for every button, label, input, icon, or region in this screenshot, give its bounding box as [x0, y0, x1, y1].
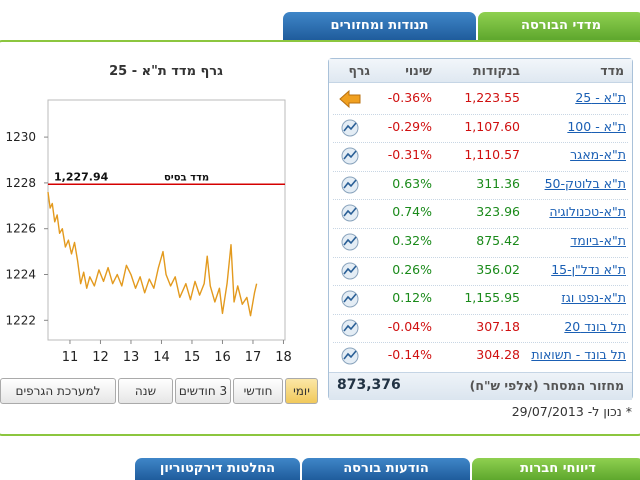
x-tick-label: 16 — [214, 350, 231, 365]
column-header: בנקודות — [473, 63, 520, 78]
points: 304.28 — [476, 347, 520, 363]
tab[interactable]: החלטות דירקטוריון — [135, 458, 300, 480]
plot-area — [47, 99, 286, 341]
range-button[interactable]: 3 חודשים — [175, 378, 231, 404]
index-link[interactable]: תל בונד 20 — [564, 318, 626, 334]
change: -0.36% — [387, 90, 432, 105]
index-link[interactable]: ת"א-מאגר — [570, 147, 626, 163]
footer-row — [329, 372, 632, 400]
row-divider — [333, 342, 628, 344]
change: -0.14% — [387, 347, 432, 363]
row-divider — [333, 228, 628, 229]
footnote: * נכון ל- 29/07/2013 — [511, 404, 632, 419]
row-divider — [333, 142, 628, 144]
baseline-value: 1,227.94 — [54, 170, 109, 183]
tab[interactable]: דיווחי חברות — [472, 458, 640, 480]
y-tick-label: 1228 — [5, 176, 36, 190]
x-tick-label: 13 — [123, 350, 140, 365]
chart: גרף מדד ת"א - 25 1222 1224 1226 1228 1230 11 12… — [5, 64, 292, 365]
index-link[interactable]: ת"א-ביומד — [570, 233, 626, 248]
y-tick-label: 1226 — [5, 222, 36, 236]
range-button[interactable]: שנה — [118, 378, 173, 404]
range-button[interactable]: חודשי — [233, 378, 283, 404]
chart-icon[interactable] — [339, 318, 361, 338]
x-tick-label: 12 — [92, 350, 109, 365]
index-table: מדד בנקודות שינוי גרף ת"א - 25 1,223.55 -0.36%… — [328, 58, 633, 400]
header-row — [329, 59, 632, 83]
row-divider — [333, 199, 628, 201]
change: 0.74% — [392, 204, 432, 220]
selected-arrow[interactable] — [339, 89, 361, 109]
chart-icon[interactable] — [339, 146, 361, 166]
points: 356.02 — [476, 261, 520, 277]
chart-icon[interactable] — [339, 346, 361, 366]
tab[interactable]: תנודות ומחזורים — [283, 12, 476, 40]
points: 311.36 — [476, 175, 520, 191]
points: 1,110.57 — [464, 147, 520, 163]
column-header: גרף — [348, 63, 370, 78]
tab[interactable]: הודעות בורסה — [302, 458, 470, 480]
points: 1,223.55 — [464, 90, 520, 105]
tab[interactable]: מדדי הבורסה — [478, 12, 640, 40]
baseline-label: מדד בסיס — [164, 172, 209, 183]
chart-icon[interactable] — [339, 289, 361, 309]
index-link[interactable]: ת"א בלוטק-50 — [544, 175, 626, 191]
index-link[interactable]: ת"א - 25 — [575, 90, 626, 105]
row-divider — [333, 313, 628, 315]
y-tick-label: 1222 — [5, 313, 36, 327]
index-line — [47, 191, 258, 317]
points: 875.42 — [476, 233, 520, 248]
change: 0.32% — [392, 233, 432, 248]
x-tick-label: 15 — [184, 350, 201, 365]
change: -0.04% — [387, 318, 432, 334]
change: 0.12% — [392, 290, 432, 306]
index-link[interactable]: ת"א - 100 — [567, 118, 626, 134]
chart-icon[interactable] — [339, 261, 361, 281]
range-button[interactable]: יומי — [285, 378, 318, 404]
x-tick-label: 11 — [62, 350, 79, 365]
row-divider — [333, 113, 628, 115]
x-tick-label: 14 — [153, 350, 170, 365]
points: 1,107.60 — [464, 118, 520, 134]
x-tick-label: 18 — [275, 350, 292, 365]
column-header: מדד — [600, 63, 624, 78]
chart-icon[interactable] — [339, 232, 361, 252]
change: -0.31% — [387, 147, 432, 163]
chart-icon[interactable] — [339, 203, 361, 223]
index-link[interactable]: ת"א-טכנולוגיה — [549, 204, 626, 220]
panel — [0, 40, 640, 436]
chart-icon[interactable] — [339, 118, 361, 138]
y-tick-label: 1230 — [5, 130, 36, 144]
index-link[interactable]: ת"א-נפט וגז — [561, 290, 626, 306]
index-link[interactable]: תל בונד - תשואות — [531, 347, 626, 363]
points: 323.96 — [476, 204, 520, 220]
chart-title: גרף מדד ת"א - 25 — [109, 64, 223, 79]
chart-icon[interactable] — [339, 175, 361, 195]
y-tick-label: 1224 — [5, 268, 36, 282]
change: 0.26% — [392, 261, 432, 277]
row-divider — [333, 170, 628, 172]
change: 0.63% — [392, 175, 432, 191]
change: -0.29% — [387, 118, 432, 134]
points: 307.18 — [476, 318, 520, 334]
x-tick-label: 17 — [245, 350, 262, 365]
turnover-value: 873,376 — [337, 377, 401, 393]
row-divider — [333, 285, 628, 287]
row-divider — [333, 256, 628, 258]
index-link[interactable]: ת"א נדל"ן-15 — [551, 261, 626, 277]
range-button[interactable]: למערכת הגרפים — [0, 378, 116, 404]
column-header: שינוי — [405, 63, 432, 78]
points: 1,155.95 — [464, 290, 520, 306]
turnover-label: מחזור המסחר (אלפי ש"ח) — [469, 378, 624, 393]
